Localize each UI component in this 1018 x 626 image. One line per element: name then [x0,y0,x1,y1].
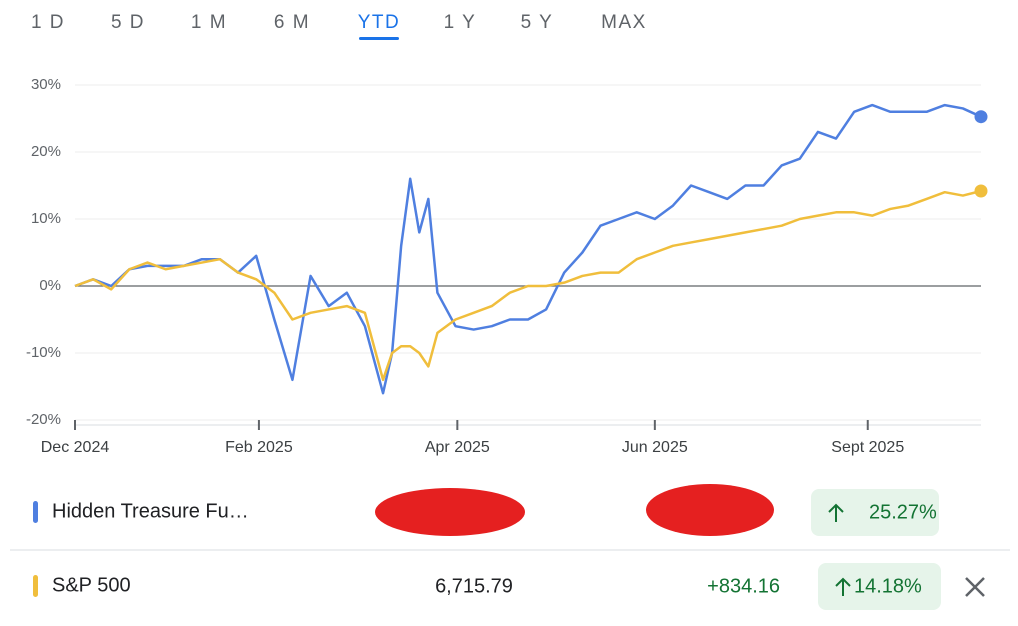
range-tab[interactable]: 6 M [274,12,310,33]
end-dot [974,184,988,198]
x-tick-label: Feb 2025 [225,439,293,456]
legend-label: Hidden Treasure Fu… [52,500,249,522]
change: +834.16 [707,575,780,597]
percent-chip [818,563,941,610]
close-button[interactable] [965,577,985,597]
y-tick-label: 0% [39,277,61,294]
range-tab[interactable]: 1 M [191,12,227,33]
series-line [74,189,982,382]
range-tab[interactable]: YTD [358,12,401,33]
percent: 14.18% [854,575,922,597]
range-tab[interactable]: 1 D [31,12,65,33]
x-tick-label: Dec 2024 [41,439,110,456]
x-tick-label: Jun 2025 [622,439,688,456]
redaction [646,484,774,536]
y-tick-label: 30% [31,76,61,93]
up-arrow [828,503,844,522]
range-tab[interactable]: 1 Y [444,12,477,33]
price: 6,715.79 [435,575,513,597]
legend-swatch [33,575,38,597]
range-tab[interactable]: 5 Y [521,12,554,33]
legend-label: S&P 500 [52,574,131,596]
series-line [74,103,982,395]
percent: 25.27% [869,501,937,523]
y-tick-label: -10% [26,344,61,361]
tab-underline [359,37,399,40]
up-arrow [835,577,851,596]
range-tab[interactable]: MAX [601,12,647,33]
percent-chip [811,489,939,536]
y-tick-label: -20% [26,411,61,428]
y-tick-label: 20% [31,143,61,160]
redaction [375,488,525,536]
end-dot [974,110,988,124]
legend-swatch [33,501,38,523]
x-tick-label: Sept 2025 [831,439,904,456]
range-tab[interactable]: 5 D [111,12,145,33]
x-tick-label: Apr 2025 [425,439,490,456]
y-tick-label: 10% [31,210,61,227]
